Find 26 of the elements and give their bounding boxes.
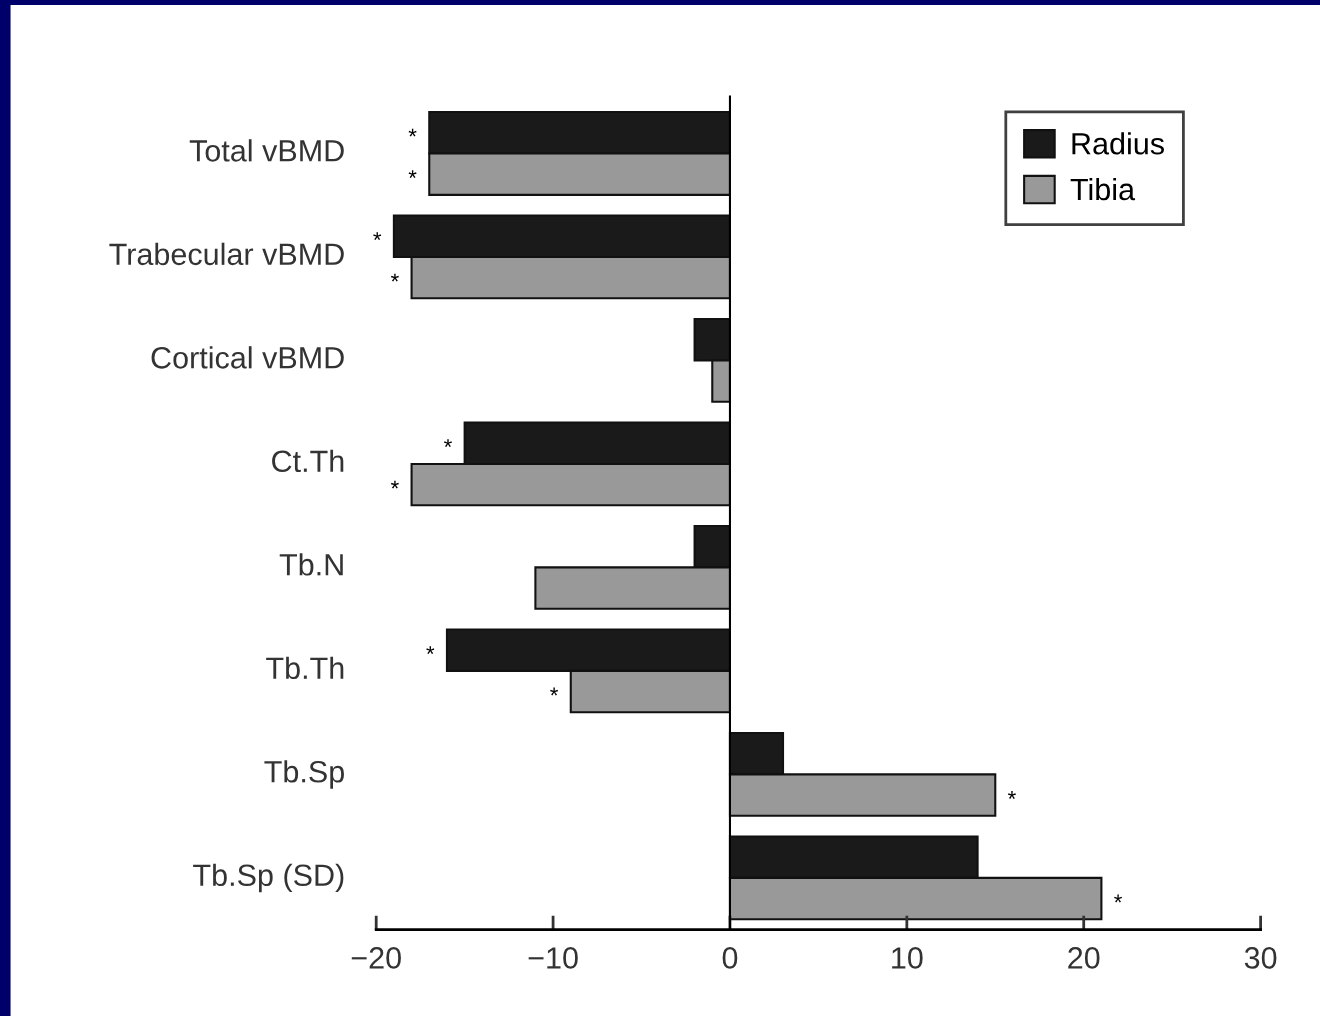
x-tick-label: 30	[1244, 947, 1277, 969]
x-tick-label: 20	[1068, 947, 1100, 969]
x-tick-label: 10	[892, 947, 923, 969]
legend-label: Tibia	[1070, 177, 1136, 201]
data-label: *	[444, 439, 452, 448]
y-tick-label: Trabecular vBMD	[109, 242, 344, 266]
y-tick-label: Ct.Th	[272, 449, 344, 473]
data-label: *	[1007, 791, 1016, 799]
data-label: *	[408, 128, 417, 137]
data-label: *	[373, 232, 382, 241]
y-tick-label: Tb.Sp (SD)	[193, 863, 344, 893]
data-label: *	[426, 646, 435, 655]
legend-label: Radius	[1072, 132, 1164, 155]
y-tick-label: Total vBMD	[189, 139, 344, 162]
y-tick-label: Tb.Th	[266, 656, 344, 680]
data-label: *	[408, 170, 417, 178]
x-tick-label: −10	[528, 947, 578, 969]
data-label: *	[550, 687, 559, 696]
data-label: *	[390, 273, 399, 282]
y-tick-label: Tb.N	[279, 553, 343, 576]
data-label: *	[1114, 894, 1123, 903]
y-tick-label: Tb.Sp	[264, 760, 344, 789]
x-tick-label: 0	[722, 947, 738, 969]
x-tick-label: −20	[351, 947, 401, 969]
data-label: *	[390, 480, 399, 489]
y-tick-label: Cortical vBMD	[151, 346, 344, 369]
